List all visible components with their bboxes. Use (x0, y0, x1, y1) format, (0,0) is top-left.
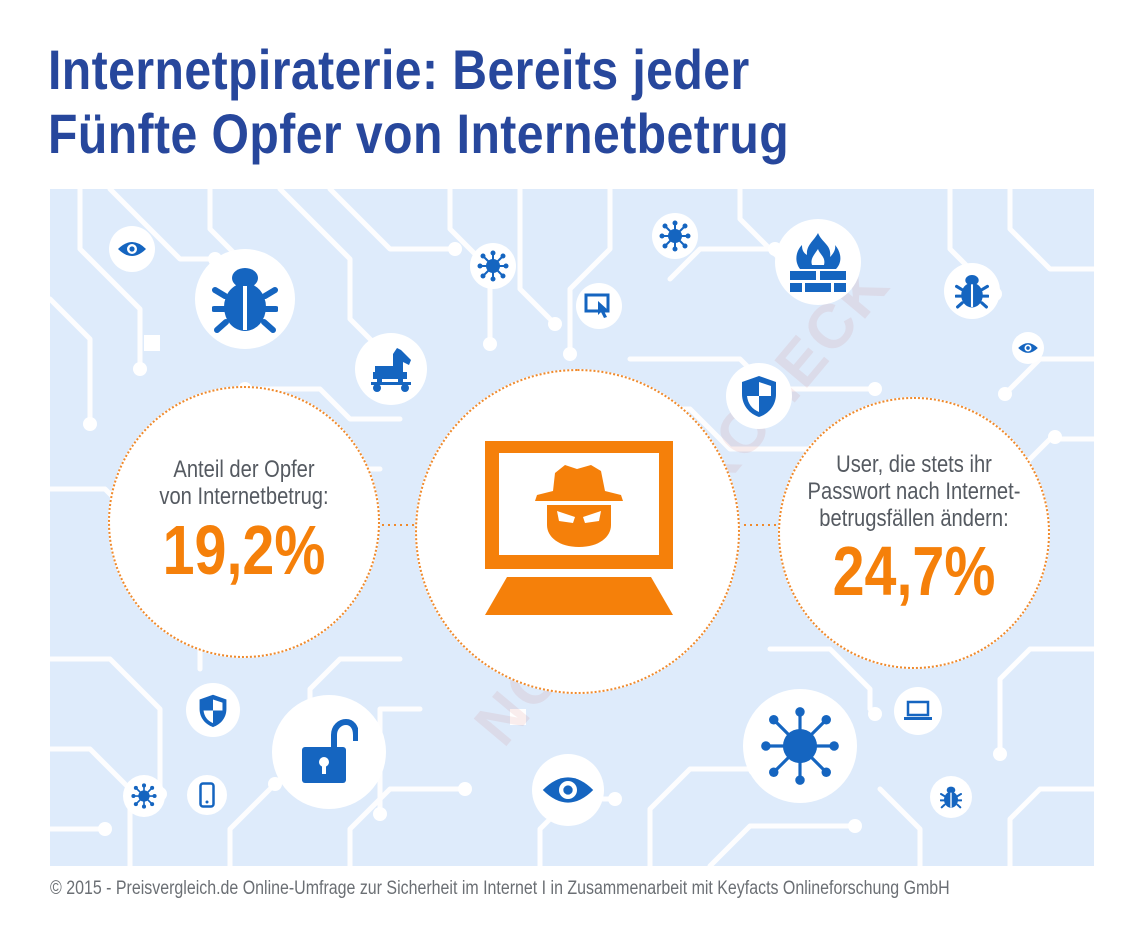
firewall-icon-badge (775, 219, 861, 305)
eye-icon (542, 777, 594, 803)
bug-icon-badge (195, 249, 295, 349)
hacker-laptop-circle (415, 369, 740, 694)
bug-icon (212, 268, 278, 333)
stat-victims-value: 19,2% (162, 511, 326, 589)
virus-icon-badge-3 (123, 775, 165, 817)
trojan-horse-icon-badge (355, 333, 427, 405)
shield-icon (742, 376, 776, 417)
padlock-open-icon-badge (272, 695, 386, 809)
touch-screen-icon (584, 293, 610, 318)
shield-icon (199, 694, 227, 727)
virus-icon (659, 220, 691, 252)
firewall-icon (790, 233, 846, 292)
stat-password-circle: User, die stets ihr Passwort nach Intern… (778, 397, 1050, 669)
laptop-icon-badge (894, 687, 942, 735)
infographic-panel: NOTEBOOKCHECK (50, 189, 1094, 866)
source-footer: © 2015 - Preisvergleich.de Online-Umfrag… (50, 878, 950, 899)
page-title: Internetpiraterie: Bereits jeder Fünfte … (48, 38, 789, 166)
eye-icon-badge-small (1012, 332, 1044, 364)
laptop-icon (904, 700, 932, 720)
shield-icon-badge-1 (726, 363, 792, 429)
title-line-2: Fünfte Opfer von Internetbetrug (48, 102, 790, 165)
trojan-horse-icon (371, 348, 411, 392)
bug-icon (955, 275, 989, 309)
padlock-open-icon (302, 719, 358, 783)
eye-icon-badge-large (532, 754, 604, 826)
title-line-1: Internetpiraterie: Bereits jeder (48, 38, 750, 101)
eye-icon-badge (109, 226, 155, 272)
virus-icon-badge-large (743, 689, 857, 803)
stat-password-value: 24,7% (832, 532, 996, 610)
virus-icon-badge-1 (470, 243, 516, 289)
smartphone-icon-badge (187, 775, 227, 815)
stat-password-label: User, die stets ihr Passwort nach Intern… (807, 451, 1021, 532)
bug-icon (940, 786, 962, 809)
virus-icon-badge-2 (652, 213, 698, 259)
stat-victims-label: Anteil der Opfer von Internetbetrug: (159, 456, 329, 510)
stat-victims-circle: Anteil der Opfer von Internetbetrug: 19,… (108, 386, 380, 658)
eye-icon (1018, 343, 1038, 353)
bug-icon-badge-tiny (930, 776, 972, 818)
bug-icon-badge-small (944, 263, 1000, 319)
virus-icon (131, 783, 157, 809)
virus-icon (761, 707, 839, 785)
virus-icon (477, 250, 509, 282)
shield-icon-badge-2 (186, 683, 240, 737)
hacker-laptop-icon (485, 441, 673, 615)
touch-screen-icon-badge (576, 283, 622, 329)
smartphone-icon (199, 782, 215, 808)
eye-icon (118, 242, 146, 256)
